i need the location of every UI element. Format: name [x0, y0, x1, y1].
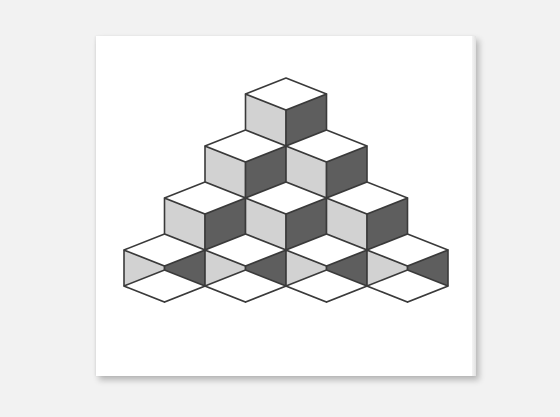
cube-top-face [244, 181, 328, 215]
cube-top-face [204, 233, 287, 267]
cube-top-face [366, 233, 449, 267]
cube-top-face [325, 181, 409, 215]
floor-tile [285, 269, 368, 303]
floor-tile [204, 269, 287, 303]
cube-top-face [285, 233, 368, 267]
cube-top-face [285, 129, 368, 163]
cube-top-face [163, 181, 247, 215]
cube-top-face [244, 77, 328, 111]
cube-group [123, 77, 449, 303]
floor-tile [366, 269, 449, 303]
cube-top-face [123, 233, 206, 267]
floor-tile [123, 269, 206, 303]
cube-top-face [204, 129, 287, 163]
canvas-side-edge [472, 36, 476, 376]
